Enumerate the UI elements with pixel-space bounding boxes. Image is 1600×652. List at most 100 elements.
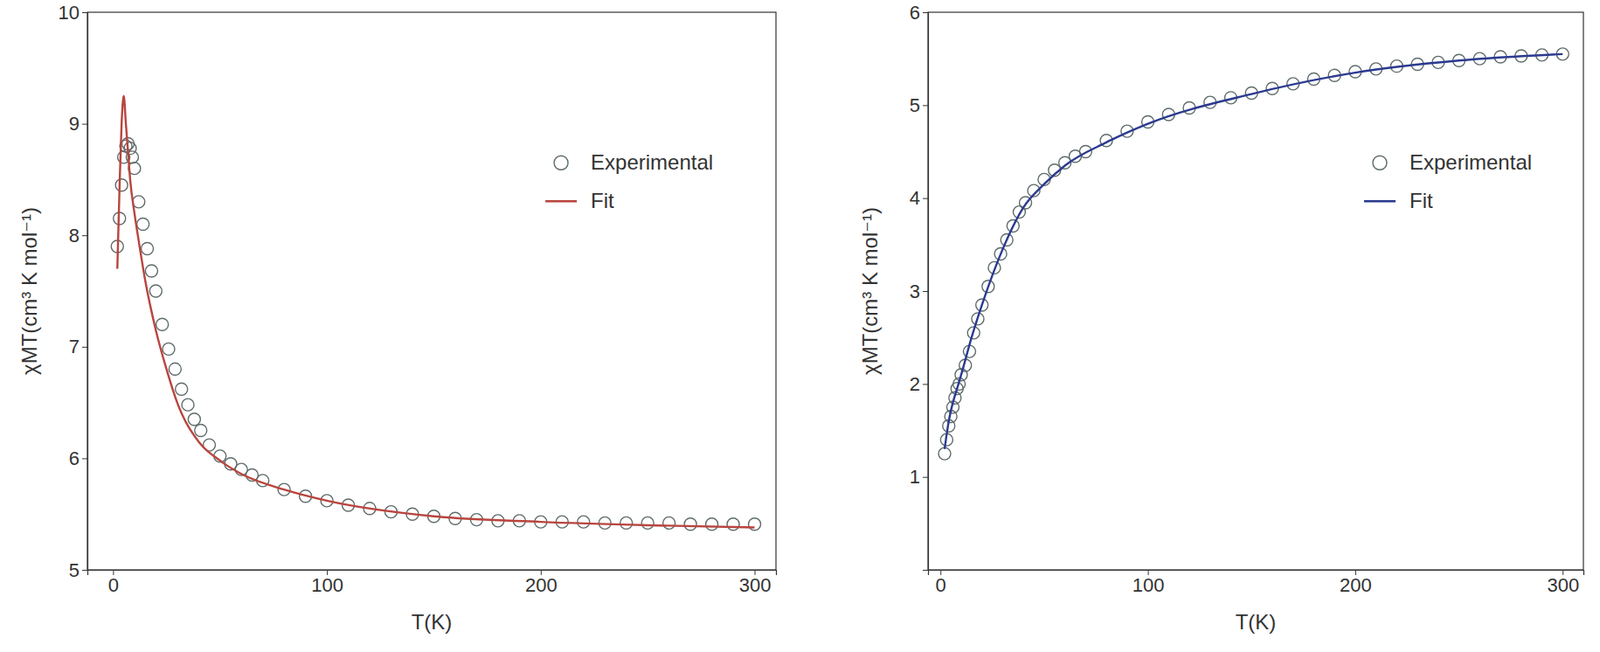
y-axis: 1 2 3 4 5 6 [909,1,929,571]
fit-line [117,96,755,528]
plot-area [938,48,1569,460]
tick-label: 5 [69,559,80,582]
tick-mark [922,198,929,200]
data-point [156,318,169,331]
tick: 5 [69,559,88,582]
legend-symbol [554,155,568,170]
tick: 6 [909,1,929,24]
legend-label: Experimental [1409,150,1532,174]
tick: 100 [311,569,344,596]
tick: 1 [909,465,929,488]
data-point [137,217,150,230]
y-axis: 5 6 7 8 9 10 [58,1,89,582]
tick-mark [922,477,929,478]
legend: Experimental Fit [545,150,714,213]
legend-item: Experimental [1372,150,1532,174]
figure: 01002003005678910T(K)χMT(cm³ K mol⁻¹)Exp… [0,0,1600,652]
tick-label: 6 [69,447,80,470]
tick-mark [922,104,929,106]
tick-label: 5 [909,94,921,117]
scatter-series [110,138,761,531]
legend: Experimental Fit [1364,150,1532,213]
tick: 10 [58,1,88,24]
legend-item: Fit [545,188,615,213]
tick-mark [82,124,88,125]
axis-line [82,13,89,571]
data-point [124,142,137,155]
tick: 200 [525,569,558,596]
data-point [577,515,590,528]
x-axis-title: T(K) [411,609,453,634]
tick: 0 [935,569,947,596]
data-point [663,516,676,529]
data-point [141,242,154,256]
tick-label: 9 [69,112,80,135]
tick: 6 [69,447,88,470]
tick-mark [82,346,88,348]
data-point [727,518,740,531]
tick-label: 3 [909,280,921,303]
y-axis-title: χMT(cm³ K mol⁻¹) [858,207,882,375]
plot-area [110,96,761,531]
tick: 8 [69,224,88,247]
tick: 0 [108,569,119,596]
legend-label: Fit [590,188,615,213]
tick-label: 4 [909,187,921,209]
tick-label: 6 [909,1,921,24]
y-axis-title: χMT(cm³ K mol⁻¹) [17,207,42,375]
tick: 300 [739,569,772,596]
scatter-series [938,48,1569,460]
tick: 300 [1546,569,1580,596]
tick-label: 2 [909,373,921,395]
chart: 0 100 200 300 1 2 3 4 5 6 T(K) χMT(cm³ K mol⁻¹) Expe… [858,1,1585,634]
legend-item: Fit [1364,188,1434,213]
data-point [684,518,697,531]
tick: 2 [909,373,929,395]
tick-label: 7 [69,335,80,358]
data-point [168,362,181,375]
data-point [149,284,162,298]
chart: 0 100 200 300 5 6 7 8 9 10 T(K) χMT(cm³ K mol⁻¹) Exp… [17,1,777,634]
data-point [194,424,208,437]
tick: 4 [909,187,929,209]
tick: 9 [69,112,88,135]
tick-label: 200 [1339,574,1372,596]
data-point [706,518,719,531]
plot-frame [928,12,1584,570]
tick-mark [922,290,929,292]
tick-label: 100 [1132,574,1165,596]
tick-label: 8 [69,224,80,247]
legend-symbol [545,200,577,202]
data-point [115,179,128,192]
legend-item: Experimental [554,150,714,174]
tick: 7 [69,335,88,358]
data-point [641,516,654,529]
tick-label: 10 [58,1,80,24]
data-point [175,382,188,395]
x-axis-title: T(K) [1235,609,1277,634]
tick-mark [922,12,929,14]
data-point [938,447,951,460]
data-point [181,398,194,411]
legend-label: Fit [1409,188,1434,213]
axis-line [928,570,1585,576]
tick-label: 300 [1546,574,1580,596]
tick: 100 [1132,569,1165,596]
x-axis: 0 100 200 300 [928,569,1585,596]
data-point [162,342,175,355]
tick-label: 300 [739,574,772,596]
tick-label: 1 [909,465,921,488]
x-axis: 0 100 200 300 [88,569,777,596]
data-point [145,264,158,278]
tick: 5 [909,94,929,117]
tick-mark [922,383,929,385]
legend-symbol [1372,155,1387,170]
tick-mark [82,569,88,571]
tick-mark [82,12,88,14]
tick: 3 [909,280,929,303]
data-point [620,516,633,529]
tick-label: 200 [525,574,558,596]
tick-mark [82,235,88,236]
tick-label: 0 [935,574,947,596]
axis-line [88,570,777,576]
